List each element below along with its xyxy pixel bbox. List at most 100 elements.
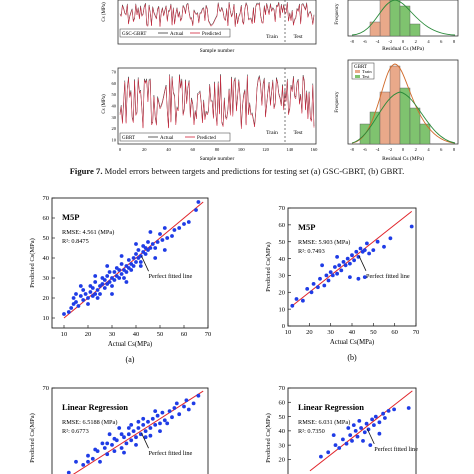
x-tick-label: 40 xyxy=(133,331,140,338)
tick-label: 70 xyxy=(112,70,117,75)
data-point xyxy=(126,426,131,430)
x-tick-label: 20 xyxy=(85,331,92,338)
plot-area xyxy=(62,200,204,319)
x-tick-label: 70 xyxy=(413,329,420,336)
data-point xyxy=(153,246,158,250)
data-point xyxy=(333,443,338,447)
data-point xyxy=(129,423,134,427)
y-tick-label: 30 xyxy=(279,442,286,449)
caption-text: Model errors between targets and predict… xyxy=(104,166,405,176)
data-point xyxy=(343,263,348,268)
legend-test-swatch xyxy=(355,75,360,78)
data-point xyxy=(102,286,107,290)
data-point xyxy=(93,274,98,278)
data-point xyxy=(62,312,66,316)
data-point xyxy=(368,443,373,447)
tick-label: -2 xyxy=(388,39,392,44)
data-point xyxy=(138,264,143,268)
data-point xyxy=(177,412,182,417)
y-tick-label: 60 xyxy=(279,399,286,406)
y-axis-label: Predicted Cs(MPa) xyxy=(29,238,36,288)
data-point xyxy=(167,409,172,413)
data-point xyxy=(117,426,122,430)
data-point xyxy=(86,296,90,300)
data-point xyxy=(348,433,353,437)
data-point xyxy=(107,280,112,284)
x-tick-label: 10 xyxy=(285,329,292,336)
y-tick-label: 30 xyxy=(43,275,50,282)
x-tick-label: 30 xyxy=(327,329,334,336)
data-point xyxy=(194,208,198,212)
data-point xyxy=(93,292,98,296)
x-tick-label: 10 xyxy=(61,331,68,338)
plot-area xyxy=(309,390,413,472)
panel-label: (b) xyxy=(347,353,357,362)
data-point xyxy=(330,273,335,278)
data-point xyxy=(126,258,131,262)
data-point xyxy=(301,298,305,303)
tick-label: 80 xyxy=(215,147,220,152)
data-point xyxy=(93,447,98,452)
data-point xyxy=(331,433,336,437)
data-point xyxy=(134,242,138,246)
legend-actual: Actual xyxy=(160,136,174,141)
data-point xyxy=(311,282,316,286)
series-legend xyxy=(119,28,231,38)
y-axis-label: Cs (MPa) xyxy=(102,94,107,114)
legend-title: GBRT xyxy=(122,136,135,141)
series-plot-frame xyxy=(117,67,317,145)
data-point xyxy=(170,234,174,238)
data-point xyxy=(74,292,78,296)
data-point xyxy=(112,278,117,282)
tick-label: -8 xyxy=(350,39,354,44)
data-point xyxy=(124,270,129,274)
r2-label: R²: 0.6773 xyxy=(62,428,89,435)
data-point xyxy=(328,270,333,274)
data-point xyxy=(148,426,153,430)
hist-y-label: Frequency xyxy=(335,3,340,25)
data-point xyxy=(352,258,356,263)
hist-bar xyxy=(389,0,401,37)
data-point xyxy=(326,450,331,455)
series-plot-frame xyxy=(117,0,317,45)
data-point xyxy=(406,406,411,410)
tick-label: 4 xyxy=(427,147,430,152)
model-title: M5P xyxy=(62,212,79,222)
data-point xyxy=(409,224,414,229)
data-point xyxy=(110,284,114,288)
data-point xyxy=(155,413,160,418)
data-point xyxy=(153,256,158,260)
data-point xyxy=(90,286,95,290)
data-point xyxy=(316,285,320,290)
data-point xyxy=(186,407,191,412)
data-point xyxy=(148,433,153,438)
annotation-arrow xyxy=(366,428,375,445)
data-point xyxy=(129,268,134,272)
plot-frame xyxy=(51,197,209,329)
data-point xyxy=(153,409,158,413)
data-point xyxy=(110,292,114,296)
hist-bar xyxy=(419,123,431,145)
x-tick-label: 40 xyxy=(349,329,356,336)
tick-label: -8 xyxy=(350,147,354,152)
y-axis-label: Predicted Cs(MPa) xyxy=(265,413,272,463)
data-point xyxy=(134,252,138,256)
x-tick-label: 20 xyxy=(306,329,313,336)
data-point xyxy=(119,254,124,258)
data-point xyxy=(351,423,356,427)
data-point xyxy=(386,409,391,413)
data-point xyxy=(78,284,83,288)
data-point xyxy=(383,416,387,420)
plot-frame xyxy=(51,387,209,474)
tick-label: 140 xyxy=(286,147,294,152)
y-tick-label: 40 xyxy=(279,256,286,263)
scatter-panel: 70 Linear Regression RMSE: 6.5188 (MPa) R²:… xyxy=(29,385,209,474)
scatter-panels: 10 20 30 40 50 60 70 10 20 30 40 50 60 70 M5P RMSE: 4.5… xyxy=(29,195,419,474)
data-point xyxy=(177,226,182,230)
tick-label: 0 xyxy=(402,39,405,44)
data-point xyxy=(345,256,350,261)
data-point xyxy=(155,240,160,244)
x-tick-label: 50 xyxy=(157,331,164,338)
normal-curve xyxy=(351,0,456,36)
data-point xyxy=(124,280,129,284)
